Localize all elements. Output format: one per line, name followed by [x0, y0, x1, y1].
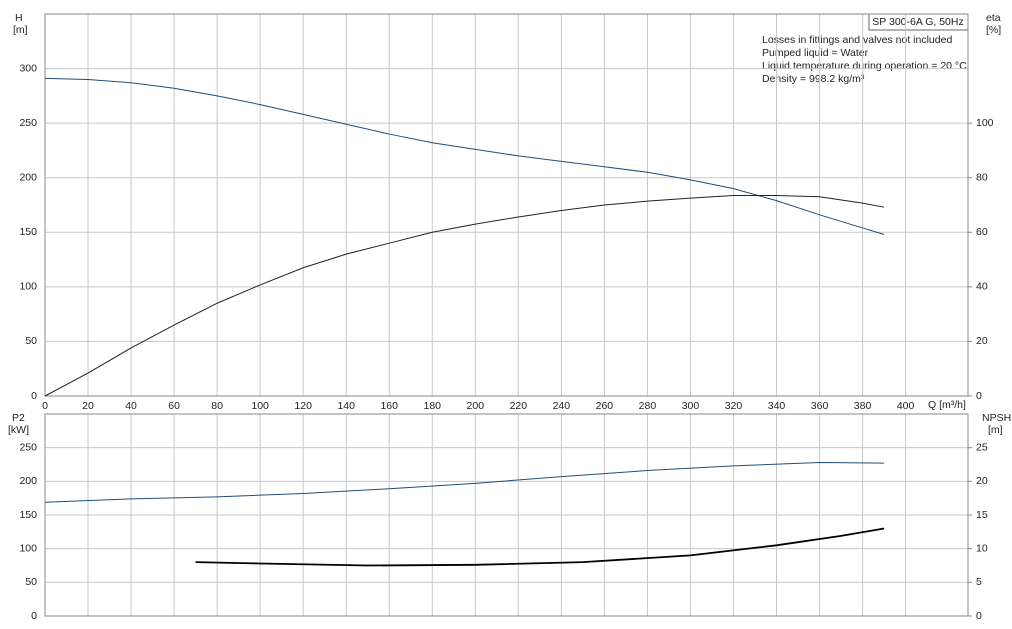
x-tick-label: 20 — [82, 400, 94, 412]
y-tick-label: 250 — [19, 441, 37, 453]
y-tick-label: 300 — [19, 62, 37, 74]
y2-tick-label: 60 — [976, 226, 988, 238]
y2-label: NPSH — [982, 412, 1011, 424]
y-tick-label: 50 — [25, 335, 37, 347]
y2-tick-label: 10 — [976, 542, 988, 554]
x-tick-label: 340 — [768, 400, 786, 412]
annotation: Density = 998.2 kg/m³ — [762, 73, 865, 85]
y-tick-label: 250 — [19, 117, 37, 129]
y2-unit: [m] — [988, 424, 1003, 436]
x-tick-label: 240 — [553, 400, 571, 412]
x-tick-label: 120 — [294, 400, 312, 412]
y2-label: eta — [986, 12, 1001, 24]
y2-tick-label: 20 — [976, 475, 988, 487]
y-unit: [kW] — [8, 424, 29, 436]
y2-tick-label: 80 — [976, 171, 988, 183]
x-tick-label: 300 — [682, 400, 700, 412]
x-tick-label: 80 — [211, 400, 223, 412]
y2-tick-label: 5 — [976, 576, 982, 588]
y-tick-label: 150 — [19, 509, 37, 521]
y2-tick-label: 25 — [976, 441, 988, 453]
x-tick-label: 180 — [424, 400, 442, 412]
x-tick-label: 280 — [639, 400, 657, 412]
curve — [44, 77, 885, 235]
y2-unit: [%] — [986, 24, 1001, 36]
y-tick-label: 200 — [19, 475, 37, 487]
x-tick-label: 0 — [42, 400, 48, 412]
x-tick-label: 360 — [811, 400, 829, 412]
x-label: Q [m³/h] — [928, 399, 966, 411]
annotation: Losses in fittings and valves not includ… — [762, 34, 952, 46]
annotation: Pumped liquid = Water — [762, 47, 869, 59]
y2-tick-label: 40 — [976, 281, 988, 293]
y-label: H — [15, 12, 23, 24]
y-unit: [m] — [13, 24, 28, 36]
y-tick-label: 100 — [19, 281, 37, 293]
plot-frame — [44, 413, 969, 617]
x-tick-label: 140 — [337, 400, 355, 412]
x-tick-label: 40 — [125, 400, 137, 412]
y-tick-label: 50 — [25, 576, 37, 588]
x-tick-label: 160 — [380, 400, 398, 412]
x-tick-label: 260 — [596, 400, 614, 412]
curve — [44, 194, 885, 397]
y2-tick-label: 15 — [976, 509, 988, 521]
x-tick-label: 320 — [725, 400, 743, 412]
x-tick-label: 60 — [168, 400, 180, 412]
y-tick-label: 0 — [31, 390, 37, 402]
x-tick-label: 380 — [854, 400, 872, 412]
y2-tick-label: 100 — [976, 117, 994, 129]
annotation: Liquid temperature during operation = 20… — [762, 60, 967, 72]
x-tick-label: 400 — [897, 400, 915, 412]
y-tick-label: 200 — [19, 171, 37, 183]
y2-tick-label: 20 — [976, 335, 988, 347]
x-tick-label: 200 — [467, 400, 485, 412]
y-tick-label: 0 — [31, 610, 37, 622]
chart-title: SP 300-6A G, 50Hz — [872, 16, 963, 28]
y-label: P2 — [12, 412, 25, 424]
y-tick-label: 150 — [19, 226, 37, 238]
y2-tick-label: 0 — [976, 610, 982, 622]
x-tick-label: 220 — [510, 400, 528, 412]
curve — [195, 527, 885, 567]
plot-frame — [44, 13, 969, 397]
curve — [44, 461, 885, 503]
y2-tick-label: 0 — [976, 390, 982, 402]
x-tick-label: 100 — [251, 400, 269, 412]
y-tick-label: 100 — [19, 542, 37, 554]
